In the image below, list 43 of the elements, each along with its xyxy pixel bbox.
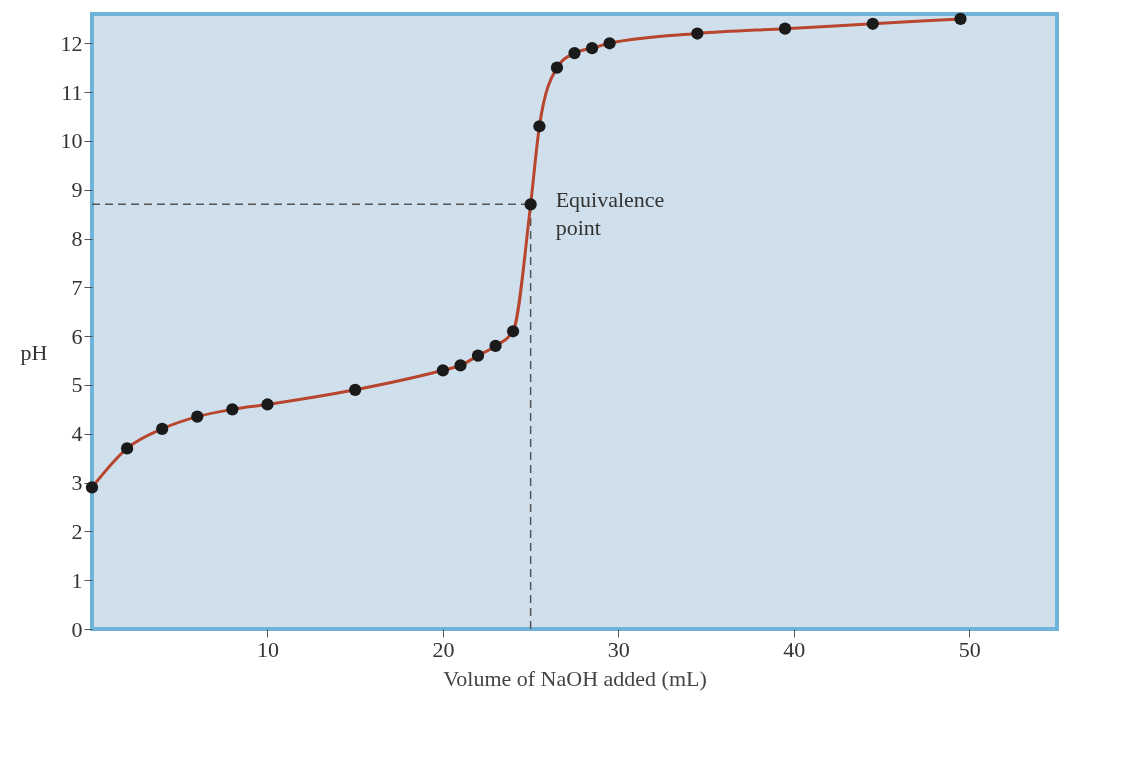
y-tick-label: 2 xyxy=(71,518,83,544)
y-tick-label: 4 xyxy=(71,421,83,447)
point xyxy=(533,120,546,133)
y-tick-label: 7 xyxy=(71,274,83,300)
point xyxy=(349,383,362,396)
point xyxy=(85,481,99,494)
point xyxy=(524,198,537,211)
point xyxy=(120,442,134,455)
point xyxy=(454,359,467,372)
y-tick-label: 9 xyxy=(71,177,83,203)
point xyxy=(778,22,792,35)
y-tick-label: 10 xyxy=(60,128,83,154)
y-tick-label: 5 xyxy=(71,372,83,398)
y-tick-label: 6 xyxy=(71,323,83,349)
y-tick-label: 11 xyxy=(61,79,83,105)
y-tick-label: 8 xyxy=(71,226,83,252)
point xyxy=(866,17,879,30)
point xyxy=(585,42,599,55)
annotation: Equivalence point xyxy=(555,187,665,241)
y-tick-label: 12 xyxy=(60,30,83,56)
point xyxy=(550,61,564,74)
point xyxy=(489,339,502,353)
point xyxy=(954,12,967,25)
x-tick-label: 30 xyxy=(607,636,630,662)
point xyxy=(471,349,485,362)
point xyxy=(691,27,704,40)
x-tick-label: 10 xyxy=(256,636,279,662)
y-tick-label: 1 xyxy=(71,567,83,593)
point xyxy=(506,325,520,338)
y-tick-label: 3 xyxy=(71,470,83,496)
x-tick-label: 20 xyxy=(432,636,455,662)
point xyxy=(191,410,204,423)
x-tick-label: 50 xyxy=(958,636,981,662)
x-axis-title: Volume of NaOH added (mL) xyxy=(443,665,707,691)
x-tick-label: 40 xyxy=(783,636,806,662)
point xyxy=(261,398,274,411)
point xyxy=(226,403,239,416)
point xyxy=(436,364,450,377)
y-axis-title: pH xyxy=(20,339,48,365)
point xyxy=(156,422,169,435)
point xyxy=(603,37,616,50)
y-tick-label: 0 xyxy=(71,616,83,642)
point xyxy=(568,46,581,60)
